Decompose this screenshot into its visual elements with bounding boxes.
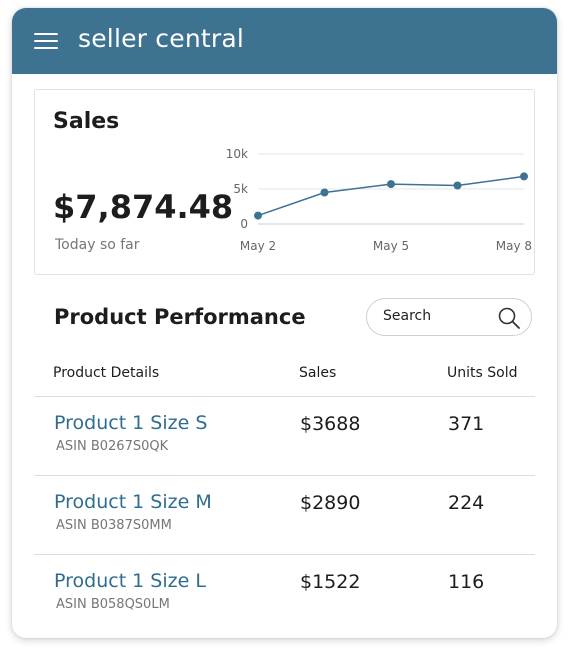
product-link[interactable]: Product 1 Size S [54, 412, 208, 434]
product-sales: $2890 [300, 492, 361, 514]
chart-point [453, 181, 462, 190]
chart-point [520, 172, 528, 181]
sales-card-title: Sales [53, 109, 120, 134]
table-row: Product 1 Size S ASIN B0267S0QK $3688 37… [34, 397, 535, 476]
product-asin: ASIN B058QS0LM [56, 597, 170, 612]
product-asin: ASIN B0267S0QK [56, 439, 169, 454]
product-sales: $1522 [300, 571, 361, 593]
product-performance-title: Product Performance [54, 305, 306, 329]
app-title: seller central [78, 24, 245, 53]
table-row: Product 1 Size L ASIN B058QS0LM $1522 11… [34, 555, 535, 633]
table-row: Product 1 Size M ASIN B0387S0MM $2890 22… [34, 476, 535, 555]
product-table: Product Details Sales Units Sold Product… [34, 358, 535, 633]
product-link[interactable]: Product 1 Size M [54, 491, 212, 513]
column-header-sales: Sales [299, 365, 337, 381]
sales-caption: Today so far [55, 237, 140, 253]
product-units: 371 [448, 413, 485, 435]
product-units: 224 [448, 492, 485, 514]
x-tick-label: May 2 [240, 239, 276, 253]
table-header: Product Details Sales Units Sold [34, 358, 535, 397]
product-link[interactable]: Product 1 Size L [54, 570, 206, 592]
search-icon[interactable] [497, 306, 521, 330]
y-tick-label: 0 [240, 217, 248, 231]
sales-card: Sales $7,874.48 Today so far 10k 5k 0 May 2… [34, 89, 535, 275]
column-header-product: Product Details [53, 365, 160, 381]
chart-point [254, 211, 262, 220]
sales-amount: $7,874.48 [53, 188, 234, 226]
product-sales: $3688 [300, 413, 361, 435]
menu-line [34, 47, 58, 49]
x-tick-label: May 8 [496, 239, 532, 253]
app-window: seller central Sales $7,874.48 Today so … [12, 8, 557, 638]
menu-line [34, 40, 58, 42]
chart-point [387, 180, 395, 189]
sales-line-chart: 10k 5k 0 May 2 May 5 May 8 [226, 147, 532, 253]
y-tick-label: 5k [233, 182, 248, 196]
column-header-units: Units Sold [447, 365, 518, 381]
chart-point [320, 188, 329, 197]
hamburger-menu-icon[interactable] [34, 32, 58, 50]
product-asin: ASIN B0387S0MM [56, 518, 172, 533]
product-units: 116 [448, 571, 485, 593]
x-tick-label: May 5 [373, 239, 409, 253]
search-box [366, 298, 532, 336]
app-header: seller central [12, 8, 557, 74]
search-input[interactable] [383, 308, 493, 324]
y-tick-label: 10k [226, 147, 248, 161]
menu-line [34, 33, 58, 35]
